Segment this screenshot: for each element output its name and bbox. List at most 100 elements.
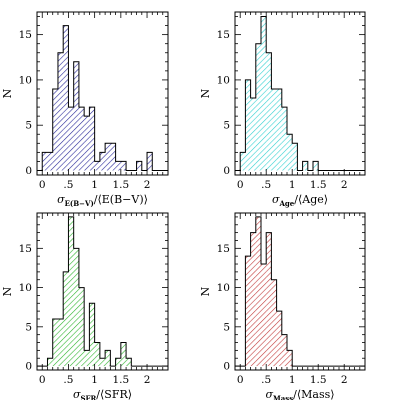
y-tick-label: 0 [223, 165, 230, 177]
histogram-bar [57, 52, 64, 171]
plot-frame [234, 212, 366, 371]
histogram-bar [63, 25, 69, 171]
y-axis-label: N [199, 88, 212, 98]
y-axis-label: N [1, 88, 14, 98]
y-tick-label: 5 [25, 120, 32, 132]
x-tick-label: 1 [91, 179, 98, 191]
histogram-bar [281, 334, 287, 367]
x-tick-label: .5 [261, 179, 271, 191]
histogram-bar [255, 43, 261, 171]
histogram-bar [136, 161, 142, 171]
x-tick-label: 1.5 [112, 179, 129, 191]
y-tick-label: 0 [25, 361, 32, 373]
x-tick-label: 1.5 [310, 179, 327, 191]
y-axis-label: N [1, 286, 14, 296]
histogram-bar [302, 161, 308, 171]
x-tick-label: 0 [237, 374, 244, 386]
histogram-bar [266, 232, 272, 367]
x-tick-label: 2 [144, 374, 151, 386]
histogram-bar [276, 311, 282, 367]
panel-top-left: 0 .5 1 1.5 2 0 5 10 15 NσE(B−V)/⟨E(B−V)⟩ [1, 11, 169, 208]
histogram-bar [287, 134, 293, 171]
histogram-bar [89, 303, 95, 367]
y-tick-label: 15 [19, 243, 32, 255]
histogram-bar [89, 107, 95, 171]
y-tick-label: 5 [223, 321, 230, 333]
x-tick-label: .5 [261, 374, 271, 386]
y-tick-label: 10 [217, 74, 230, 86]
plot-frame [36, 11, 169, 176]
histogram-bar [57, 318, 64, 367]
x-tick-label: .5 [63, 179, 73, 191]
histogram-bar [276, 88, 282, 171]
histogram-bar [240, 152, 246, 171]
histogram-bar [281, 107, 287, 171]
histogram-bar [47, 152, 53, 171]
y-tick-label: 5 [25, 321, 32, 333]
histogram-bar [255, 216, 261, 367]
y-tick-label: 0 [223, 361, 230, 373]
y-tick-label: 15 [19, 29, 32, 41]
histogram-bar [245, 79, 251, 171]
x-tick-label: 0 [237, 179, 244, 191]
histogram-bar [115, 358, 121, 367]
histogram-bar [271, 88, 277, 171]
x-axis-label: σSFR/⟨SFR⟩ [73, 388, 132, 400]
histogram-bar [120, 161, 127, 171]
y-tick-label: 15 [217, 29, 230, 41]
histogram-outline [37, 216, 168, 367]
histogram-bar [42, 152, 48, 171]
histogram-bar [261, 264, 267, 367]
x-tick-label: 1.5 [112, 374, 129, 386]
histogram-bar [52, 318, 58, 367]
histogram-bar [73, 61, 79, 171]
histogram-bar [105, 350, 111, 367]
histogram-bar [271, 279, 277, 367]
histogram-bar [287, 350, 293, 367]
y-tick-label: 10 [19, 282, 32, 294]
histogram-bar [261, 16, 267, 171]
y-tick-label: 0 [25, 165, 32, 177]
x-axis-label: σE(B−V)/⟨E(B−V)⟩ [57, 193, 148, 208]
histogram-bar [147, 152, 153, 171]
histogram-bar [73, 248, 79, 367]
x-axis-label: σAge/⟨Age⟩ [272, 193, 328, 208]
histogram-bar [126, 358, 132, 367]
histogram-bar [313, 161, 319, 171]
histogram-bar [99, 152, 106, 171]
x-tick-label: 2 [144, 179, 151, 191]
x-tick-label: 1.5 [310, 374, 327, 386]
histogram-bar [47, 358, 53, 367]
plot-frame [36, 212, 169, 371]
x-tick-label: .5 [63, 374, 73, 386]
y-tick-label: 15 [217, 243, 230, 255]
histogram-bar [68, 107, 74, 171]
plot-frame [234, 11, 366, 176]
histogram-bar [292, 143, 298, 171]
histogram-outline [235, 216, 365, 367]
histogram-bar [52, 88, 58, 171]
histogram-bar [84, 350, 90, 367]
histogram-bar [105, 143, 111, 171]
histogram-bar [94, 342, 100, 367]
histogram-bar [250, 232, 256, 367]
histogram-outline [37, 25, 168, 171]
histogram-bar [99, 358, 106, 367]
histogram-bar [68, 216, 74, 367]
x-tick-label: 0 [39, 374, 46, 386]
x-tick-label: 1 [91, 374, 98, 386]
histogram-bar [250, 98, 256, 171]
y-tick-label: 10 [217, 282, 230, 294]
histogram-bar [266, 52, 272, 171]
histogram-bar [78, 287, 85, 367]
histogram-bar [94, 161, 100, 171]
y-tick-label: 10 [19, 74, 32, 86]
histogram-outline [235, 16, 365, 171]
histogram-bar [63, 271, 69, 367]
histogram-bar [78, 107, 85, 171]
histogram-bar [245, 256, 251, 367]
